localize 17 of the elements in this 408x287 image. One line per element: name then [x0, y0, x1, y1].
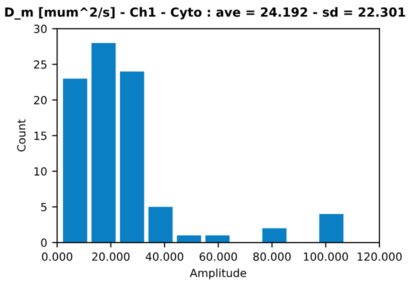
y-tick-label: 0: [41, 238, 47, 247]
y-tick-label: 20: [34, 96, 47, 104]
x-tick-label: 60.000: [200, 252, 237, 261]
y-tick-label: 15: [34, 132, 46, 140]
x-tick-label: 100.000: [304, 252, 348, 261]
x-tick-label: 0.000: [42, 252, 72, 261]
y-axis-title: Count: [17, 119, 26, 152]
chart-title: D_m [mum^2/s] - Ch1 - Cyto : ave = 24.192 - sd = 22.301: [5, 7, 406, 20]
x-tick-label: 120.000: [358, 252, 402, 261]
x-tick-label: 80.000: [253, 252, 291, 261]
y-tick-label: 30: [34, 24, 47, 34]
y-tick-label: 10: [34, 167, 47, 176]
y-tick-label: 5: [41, 203, 46, 212]
y-tick-label: 25: [34, 60, 46, 69]
x-tick-label: 20.000: [92, 252, 130, 261]
x-tick-label: 40.000: [146, 252, 184, 261]
x-axis-title: Amplitude: [190, 268, 246, 280]
